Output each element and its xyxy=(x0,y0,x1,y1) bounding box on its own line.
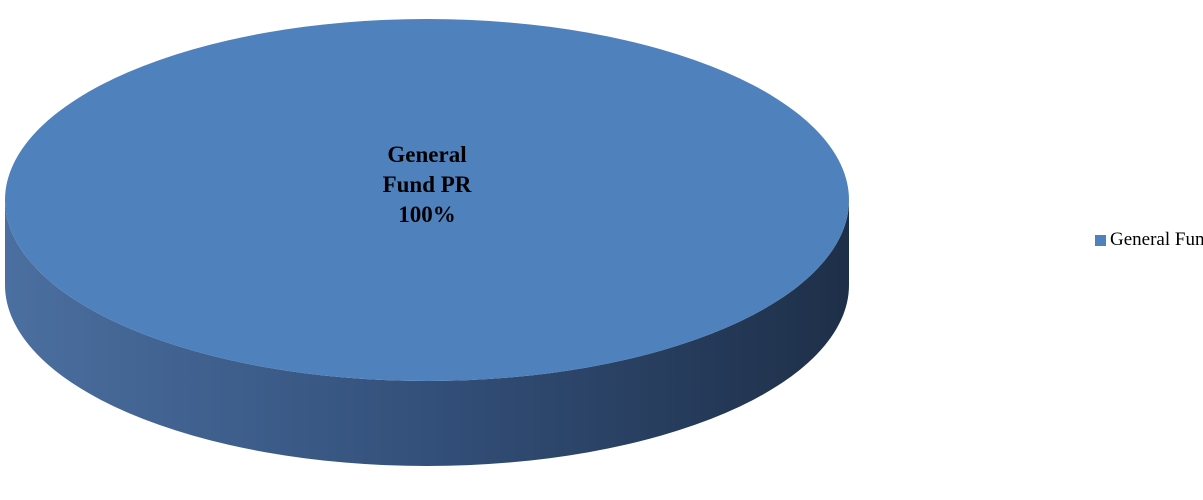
legend-entry: General Fund PR$3,622.2 xyxy=(1110,229,1203,250)
legend-swatch xyxy=(1095,235,1106,246)
data-label-category: General Fund PR xyxy=(382,142,472,197)
data-label-text: General Fund PR 100% xyxy=(357,140,497,230)
pie-side xyxy=(5,200,849,466)
legend-category: General Fund PR xyxy=(1110,229,1203,250)
data-label-value: 100% xyxy=(398,202,456,227)
pie-slice xyxy=(5,19,849,381)
data-label: General Fund PR 100% xyxy=(357,140,497,230)
